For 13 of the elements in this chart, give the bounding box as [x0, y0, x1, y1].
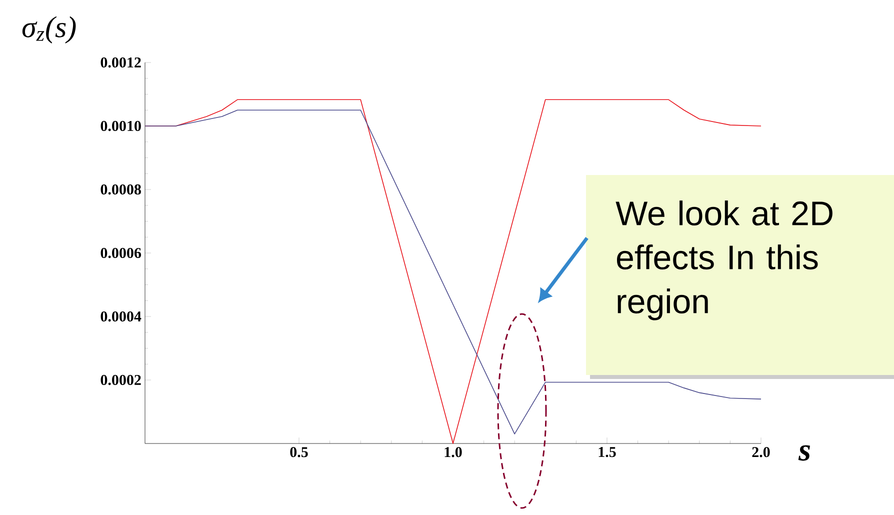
y-tick-label: 0.0010 [100, 120, 141, 132]
x-axis-title: s [798, 445, 810, 461]
y-tick-label: 0.0008 [100, 184, 141, 195]
x-tick-label: 1.5 [598, 447, 616, 458]
y-tick-label: 0.0002 [100, 374, 141, 386]
x-tick-label: 2.0 [752, 447, 770, 458]
annotation: We look at 2D effects In this region [616, 200, 832, 320]
y-tick-label: 0.0004 [100, 311, 142, 322]
x-tick-label: 1.0 [444, 447, 462, 458]
y-tick-label: 0.0012 [100, 57, 141, 68]
x-tick-label: 0.5 [290, 447, 308, 458]
y-axis-title: σ$_{z}$(s) [22, 16, 76, 44]
y-tick-label: 0.0006 [100, 248, 142, 258]
